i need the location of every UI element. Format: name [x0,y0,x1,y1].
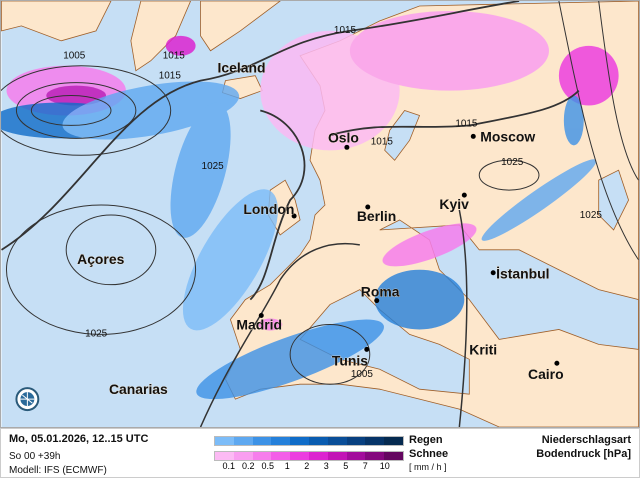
scale-tick: 0.5 [261,461,274,471]
scale-tick: 5 [343,461,349,471]
label-london: London [243,201,294,217]
rain-color-swatch [308,437,328,445]
isobar-labels: 1005 1015 1015 1025 1015 1015 1015 1025 … [63,25,602,380]
snow-color-swatch [215,452,234,460]
scale-tick: 3 [323,461,329,471]
snow-color-swatch [252,452,272,460]
label-cairo: Cairo [528,366,564,382]
snow-color-swatch [327,452,347,460]
svg-text:1005: 1005 [63,51,86,62]
label-madrid: Madrid [236,316,282,332]
svg-text:1015: 1015 [163,51,186,62]
label-kyiv: Kyiv [439,196,469,212]
snow-label: Schnee [409,448,449,460]
unit-label: [ mm / h ] [409,462,447,472]
model-run: So 00 +39h [9,451,61,462]
label-acores: Açores [77,251,124,267]
label-kriti: Kriti [469,341,497,357]
rain-color-swatch [290,437,309,445]
scale-ticks: 0.1 0.2 0.5 1 2 3 5 7 10 [219,461,395,471]
snow-color-swatch [384,452,403,460]
snow-color-swatch [290,452,309,460]
globe-icon [15,387,40,412]
weather-map: 1005 1015 1015 1025 1015 1015 1015 1025 … [0,0,640,428]
snow-color-swatch [308,452,328,460]
label-oslo: Oslo [328,129,359,145]
legend-title-pressure: Bodendruck [hPa] [536,448,631,460]
scale-tick: 10 [379,461,390,471]
label-roma: Roma [361,284,400,300]
rain-color-swatch [365,437,385,445]
city-labels: Iceland Oslo Moscow London Berlin Kyiv A… [77,59,564,397]
svg-text:1025: 1025 [580,210,603,221]
label-iceland: Iceland [217,60,265,76]
svg-text:1015: 1015 [159,71,182,82]
forecast-datetime: Mo, 05.01.2026, 12..15 UTC [9,433,149,445]
rain-color-swatch [346,437,366,445]
model-name: Modell: IFS (ECMWF) [9,465,107,476]
label-istanbul: İstanbul [496,266,549,282]
snow-color-swatch [271,452,291,460]
svg-text:1015: 1015 [334,25,357,36]
snow-color-scale [214,451,404,461]
svg-text:1005: 1005 [351,369,374,380]
svg-text:1025: 1025 [501,157,524,168]
svg-text:1015: 1015 [455,118,478,129]
city-markers [258,133,560,366]
rain-color-scale [214,436,404,446]
scale-tick: 1 [284,461,290,471]
rain-color-swatch [215,437,234,445]
svg-text:1015: 1015 [371,136,394,147]
scale-tick: 0.1 [222,461,235,471]
label-canarias: Canarias [109,381,168,397]
legend-title-precip-type: Niederschlagsart [541,434,631,446]
scale-tick: 7 [362,461,368,471]
label-moscow: Moscow [480,128,535,144]
snow-color-swatch [346,452,366,460]
svg-text:1025: 1025 [85,328,108,339]
rain-color-swatch [271,437,291,445]
snow-color-swatch [365,452,385,460]
rain-precipitation [1,81,597,400]
label-tunis: Tunis [332,352,368,368]
rain-color-swatch [233,437,253,445]
svg-text:1025: 1025 [202,161,225,172]
isobars [1,1,639,427]
snow-color-swatch [233,452,253,460]
legend-footer: Mo, 05.01.2026, 12..15 UTC So 00 +39h Mo… [0,428,640,478]
rain-color-swatch [327,437,347,445]
scale-tick: 0.2 [241,461,255,471]
rain-color-swatch [252,437,272,445]
rain-label: Regen [409,434,443,446]
rain-color-swatch [384,437,403,445]
scale-tick: 2 [304,461,310,471]
label-berlin: Berlin [357,208,396,224]
